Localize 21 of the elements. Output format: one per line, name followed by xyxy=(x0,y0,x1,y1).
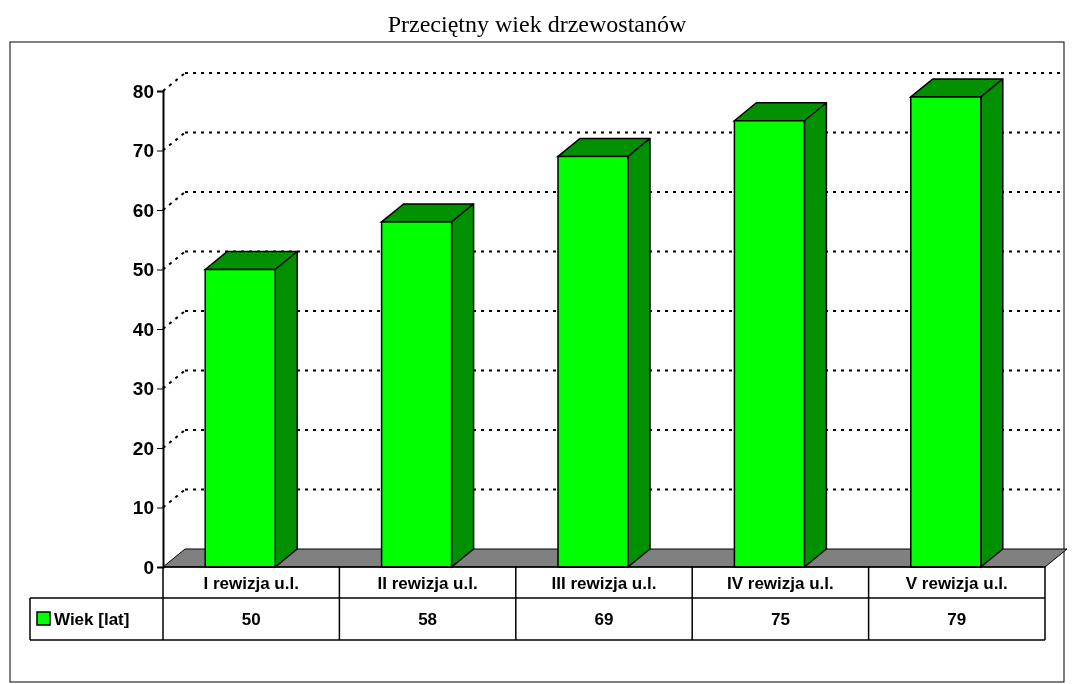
y-tick-label: 50 xyxy=(132,259,154,281)
y-tick-label: 0 xyxy=(143,556,154,578)
legend-label: Wiek [lat] xyxy=(54,610,130,629)
data-label: 69 xyxy=(594,610,614,629)
y-tick-label: 60 xyxy=(132,199,154,221)
y-tick-label: 70 xyxy=(132,140,154,162)
y-tick-label: 80 xyxy=(132,80,154,102)
y-tick-label: 10 xyxy=(132,497,154,519)
y-tick-label: 40 xyxy=(132,318,154,340)
x-tick-label: V rewizja u.l. xyxy=(905,574,1008,593)
y-tick-label: 20 xyxy=(132,437,154,459)
data-label: 75 xyxy=(770,610,790,629)
chart-title: Przeciętny wiek drzewostanów xyxy=(387,11,687,37)
x-tick-label: III rewizja u.l. xyxy=(551,574,657,593)
data-label: 50 xyxy=(241,610,261,629)
x-tick-label: I rewizja u.l. xyxy=(203,574,299,593)
data-label: 79 xyxy=(947,610,967,629)
x-tick-label: IV rewizja u.l. xyxy=(727,574,834,593)
x-tick-label: II rewizja u.l. xyxy=(377,574,478,593)
y-tick-label: 30 xyxy=(132,378,154,400)
data-label: 58 xyxy=(418,610,438,629)
